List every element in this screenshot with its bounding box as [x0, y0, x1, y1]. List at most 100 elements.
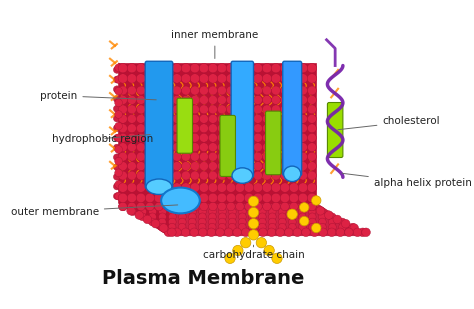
Circle shape: [362, 228, 370, 237]
Circle shape: [190, 228, 199, 237]
Circle shape: [199, 228, 207, 237]
Circle shape: [254, 86, 263, 95]
Circle shape: [290, 171, 299, 180]
Circle shape: [278, 213, 286, 221]
Circle shape: [137, 202, 145, 211]
Circle shape: [172, 193, 182, 203]
Circle shape: [245, 143, 254, 152]
Circle shape: [188, 223, 196, 231]
Circle shape: [287, 210, 297, 219]
Circle shape: [159, 224, 168, 232]
FancyBboxPatch shape: [177, 98, 192, 153]
Circle shape: [113, 144, 120, 151]
Circle shape: [258, 208, 266, 215]
Circle shape: [316, 206, 325, 215]
Circle shape: [173, 152, 182, 161]
Circle shape: [181, 63, 191, 73]
Circle shape: [299, 133, 308, 142]
Circle shape: [118, 86, 128, 95]
Circle shape: [254, 152, 263, 161]
Circle shape: [163, 183, 173, 192]
Circle shape: [253, 183, 263, 192]
Circle shape: [218, 152, 227, 161]
Circle shape: [272, 162, 281, 171]
Circle shape: [172, 63, 182, 73]
Circle shape: [290, 114, 299, 123]
Circle shape: [227, 152, 236, 161]
Circle shape: [245, 86, 254, 95]
Circle shape: [199, 193, 209, 203]
Circle shape: [258, 213, 266, 221]
Circle shape: [254, 133, 263, 142]
Circle shape: [217, 183, 227, 192]
Circle shape: [248, 218, 259, 229]
Circle shape: [289, 63, 299, 73]
Circle shape: [308, 162, 317, 171]
Circle shape: [155, 171, 164, 180]
Circle shape: [200, 162, 209, 171]
Circle shape: [271, 183, 281, 192]
Circle shape: [311, 196, 321, 205]
Circle shape: [227, 143, 236, 152]
Circle shape: [173, 114, 182, 123]
Circle shape: [200, 143, 209, 152]
Circle shape: [299, 105, 308, 114]
Circle shape: [225, 253, 235, 264]
Circle shape: [290, 202, 298, 211]
Circle shape: [118, 202, 127, 211]
Circle shape: [136, 63, 146, 73]
Circle shape: [218, 162, 227, 171]
Circle shape: [127, 74, 137, 83]
Circle shape: [278, 208, 286, 215]
Circle shape: [217, 193, 227, 203]
Circle shape: [219, 218, 226, 226]
Circle shape: [307, 63, 317, 73]
Circle shape: [190, 183, 200, 192]
Circle shape: [168, 223, 176, 231]
Circle shape: [127, 193, 137, 203]
Circle shape: [264, 245, 274, 256]
Circle shape: [209, 143, 218, 152]
Circle shape: [200, 114, 209, 123]
Circle shape: [136, 74, 146, 83]
Circle shape: [113, 163, 120, 171]
Circle shape: [137, 152, 146, 161]
Ellipse shape: [146, 179, 172, 194]
Circle shape: [309, 213, 316, 221]
Circle shape: [227, 105, 236, 114]
Circle shape: [218, 143, 227, 152]
Circle shape: [272, 124, 281, 133]
Circle shape: [245, 124, 254, 133]
Circle shape: [146, 162, 155, 171]
Circle shape: [262, 183, 272, 192]
Circle shape: [299, 114, 308, 123]
Circle shape: [219, 208, 226, 215]
Circle shape: [182, 105, 191, 114]
Circle shape: [254, 143, 263, 152]
Circle shape: [218, 202, 226, 211]
Circle shape: [228, 223, 236, 231]
Circle shape: [271, 74, 281, 83]
Circle shape: [168, 228, 176, 237]
FancyBboxPatch shape: [231, 61, 254, 177]
Circle shape: [254, 105, 263, 114]
Circle shape: [146, 114, 155, 123]
Circle shape: [137, 162, 146, 171]
Circle shape: [164, 114, 173, 123]
Circle shape: [146, 95, 155, 104]
Circle shape: [248, 230, 259, 240]
Circle shape: [299, 213, 306, 221]
Circle shape: [338, 223, 346, 231]
Circle shape: [218, 114, 227, 123]
Circle shape: [308, 208, 316, 215]
Circle shape: [281, 86, 290, 95]
Circle shape: [254, 124, 263, 133]
Circle shape: [164, 228, 173, 237]
Circle shape: [115, 181, 122, 188]
Circle shape: [228, 208, 236, 215]
Circle shape: [219, 223, 226, 231]
Circle shape: [287, 210, 297, 219]
Ellipse shape: [283, 166, 301, 182]
Circle shape: [218, 124, 227, 133]
Circle shape: [149, 208, 156, 215]
